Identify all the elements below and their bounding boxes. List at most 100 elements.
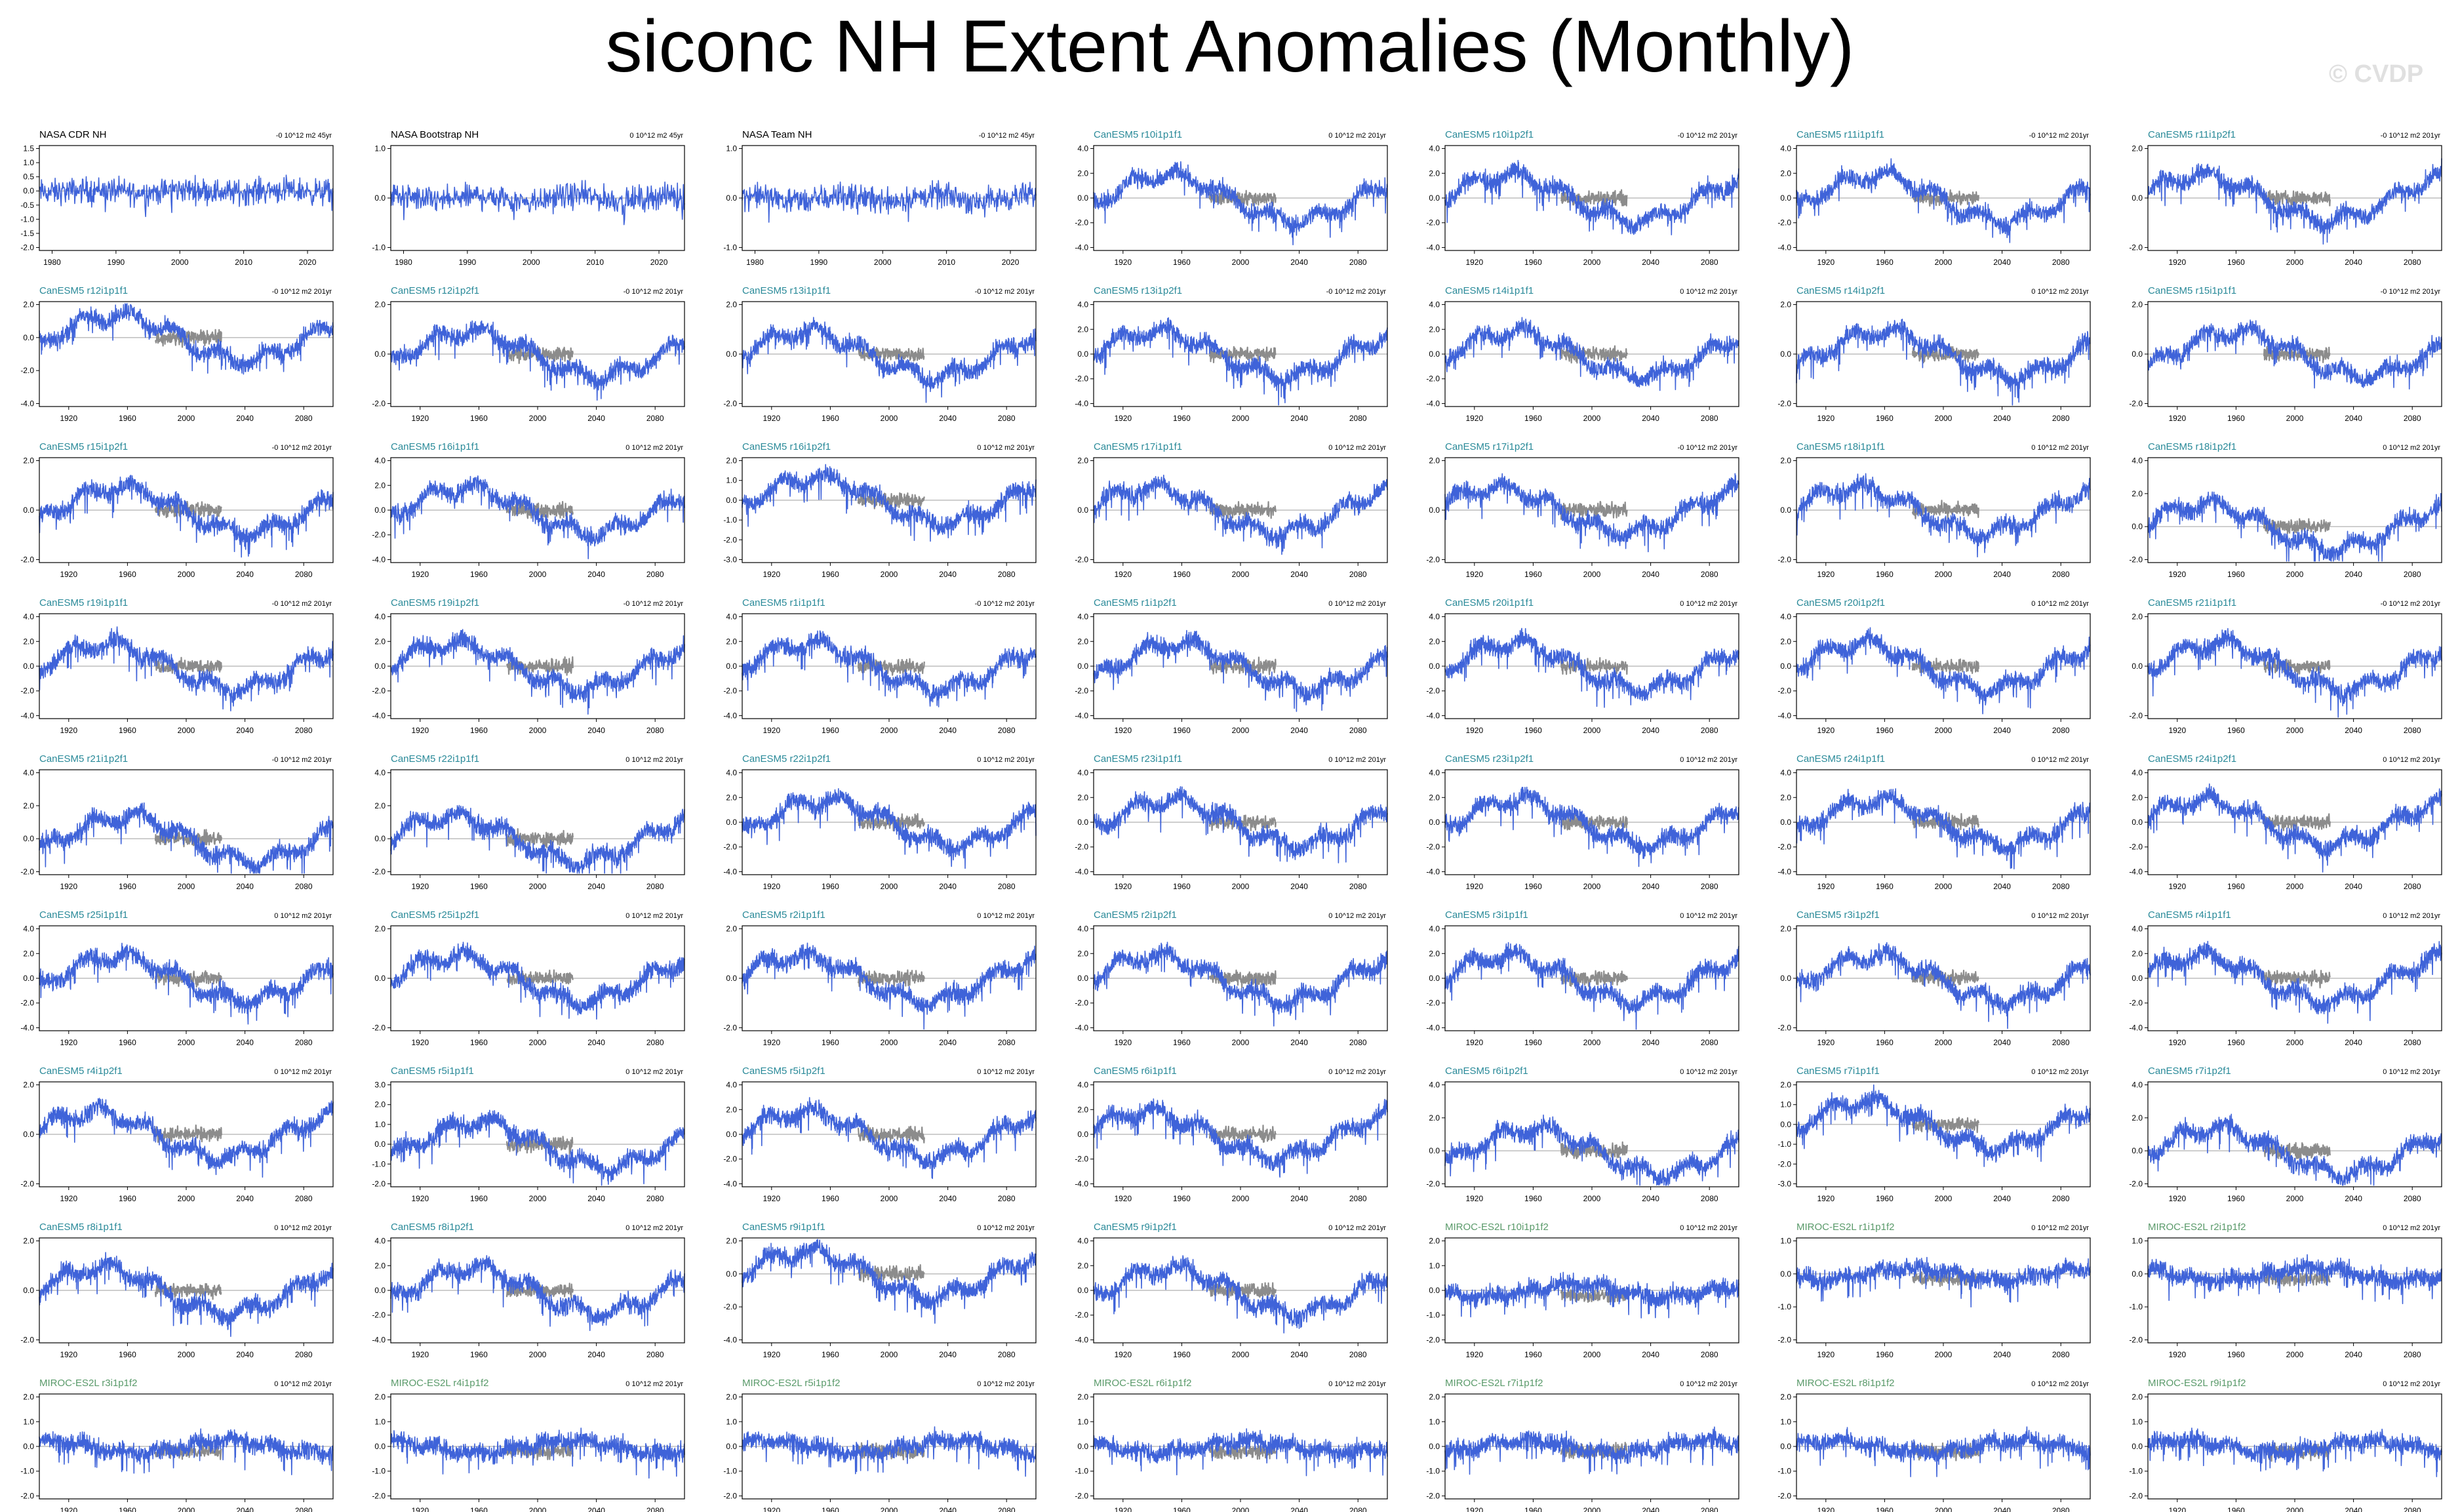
x-tick-label: 2000 — [1232, 1038, 1250, 1047]
panel-trend: 0 10^12 m2 201yr — [2383, 1224, 2440, 1232]
x-tick-label: 1960 — [1876, 1506, 1894, 1512]
x-tick-label: 2080 — [295, 882, 313, 891]
y-tick-label: -2.0 — [1075, 1155, 1088, 1164]
y-tick-label: 2.0 — [1077, 169, 1088, 178]
panel-label: CanESM5 r7i1p1f1 — [1796, 1065, 1880, 1077]
y-tick-label: -2.0 — [1426, 843, 1440, 852]
x-tick-label: 2080 — [998, 882, 1016, 891]
y-tick-label: -1.5 — [20, 229, 34, 238]
x-tick-label: 1960 — [1524, 1350, 1542, 1359]
x-tick-label: 2040 — [2345, 1194, 2362, 1203]
panel-trend: 0 10^12 m2 201yr — [2383, 1380, 2440, 1388]
y-tick-label: -4.0 — [1426, 711, 1440, 720]
x-tick-label: 1920 — [1114, 1506, 1132, 1512]
panel-trend: 0 10^12 m2 201yr — [2031, 756, 2089, 764]
y-tick-label: 0.0 — [374, 662, 386, 671]
x-tick-label: 2040 — [1290, 1038, 1308, 1047]
y-tick-label: -2.0 — [723, 843, 737, 852]
obs-overlay-line — [154, 829, 222, 848]
panel-trend: -0 10^12 m2 201yr — [272, 288, 332, 296]
x-tick-label: 2040 — [1290, 1194, 1308, 1203]
y-tick-label: 0.0 — [23, 1442, 34, 1451]
panel-trend: -0 10^12 m2 201yr — [624, 288, 684, 296]
panel-label: CanESM5 r19i1p2f1 — [391, 597, 479, 608]
panel-trend: -0 10^12 m2 201yr — [1678, 132, 1738, 140]
panel: CanESM5 r6i1p2f1 0 10^12 m2 201yr 4.0 2.0 0.… — [1426, 1065, 1739, 1203]
x-tick-label: 2040 — [1993, 258, 2011, 267]
y-tick-label: 1.0 — [23, 1417, 34, 1426]
x-tick-label: 2010 — [586, 258, 604, 267]
x-tick-label: 2040 — [1642, 1506, 1659, 1512]
x-tick-label: 1920 — [60, 882, 77, 891]
x-tick-label: 1920 — [1817, 726, 1835, 735]
x-tick-label: 2040 — [587, 1194, 605, 1203]
x-tick-label: 2000 — [881, 570, 898, 579]
y-tick-label: 2.0 — [1429, 637, 1440, 646]
y-tick-label: 0.0 — [1780, 349, 1791, 359]
obs-overlay-line — [2263, 813, 2331, 831]
y-tick-label: -2.0 — [1777, 843, 1791, 852]
y-tick-label: 1.5 — [23, 144, 34, 153]
panel: MIROC-ES2L r1i1p1f2 0 10^12 m2 201yr 1.0 0.… — [1777, 1222, 2091, 1359]
x-tick-label: 2000 — [2286, 1194, 2304, 1203]
x-tick-label: 1920 — [763, 726, 780, 735]
y-tick-label: -2.0 — [1426, 999, 1440, 1008]
y-tick-label: -2.0 — [1777, 399, 1791, 408]
panel: CanESM5 r23i1p2f1 0 10^12 m2 201yr 4.0 2.0 0… — [1426, 753, 1739, 891]
panel-trend: 0 10^12 m2 45yr — [629, 132, 683, 140]
panel-label: CanESM5 r2i1p1f1 — [742, 909, 825, 921]
x-tick-label: 1960 — [1524, 414, 1542, 423]
x-tick-label: 1920 — [1114, 882, 1132, 891]
y-tick-label: -3.0 — [723, 555, 737, 564]
y-tick-label: 0.0 — [726, 1269, 737, 1279]
x-tick-label: 2040 — [1290, 726, 1308, 735]
panel: CanESM5 r8i1p1f1 0 10^12 m2 201yr 2.0 0.0 -2… — [20, 1222, 334, 1359]
y-tick-label: 2.0 — [23, 637, 34, 646]
y-tick-label: 2.0 — [1077, 1261, 1088, 1270]
y-tick-label: -2.0 — [1777, 1023, 1791, 1032]
x-tick-label: 1960 — [1173, 258, 1191, 267]
x-tick-label: 1920 — [1817, 1038, 1835, 1047]
panel-trend: -0 10^12 m2 45yr — [979, 132, 1035, 140]
x-tick-label: 1920 — [1114, 570, 1132, 579]
y-tick-label: -2.0 — [723, 1302, 737, 1311]
obs-overlay-line — [154, 656, 222, 675]
x-tick-label: 2040 — [1993, 726, 2011, 735]
x-tick-label: 1920 — [2168, 1350, 2186, 1359]
x-tick-label: 2040 — [2345, 414, 2362, 423]
x-tick-label: 2040 — [1290, 1506, 1308, 1512]
series-line — [1093, 161, 1388, 246]
y-tick-label: 2.0 — [374, 1393, 386, 1402]
y-tick-label: 4.0 — [1429, 1081, 1440, 1090]
y-tick-label: 0.0 — [1429, 818, 1440, 827]
series-line — [1093, 1255, 1388, 1334]
y-tick-label: 1.0 — [726, 144, 737, 153]
panel-trend: 0 10^12 m2 201yr — [274, 1068, 332, 1076]
series-line — [1444, 942, 1739, 1030]
panel: CanESM5 r25i1p2f1 0 10^12 m2 201yr 2.0 0.0 -… — [372, 909, 685, 1047]
y-tick-label: 2.0 — [374, 637, 386, 646]
x-tick-label: 2080 — [295, 414, 313, 423]
panel-trend: 0 10^12 m2 201yr — [2031, 1068, 2089, 1076]
x-tick-label: 2080 — [2052, 1194, 2070, 1203]
y-tick-label: 2.0 — [374, 1261, 386, 1270]
x-tick-label: 1920 — [1114, 258, 1132, 267]
y-tick-label: -4.0 — [723, 1335, 737, 1344]
x-tick-label: 1920 — [1465, 1350, 1483, 1359]
y-tick-label: 0.0 — [23, 1286, 34, 1295]
panel: NASA Team NH -0 10^12 m2 45yr 1.0 0.0 -1.0 19… — [723, 129, 1037, 267]
y-tick-label: -4.0 — [1075, 1023, 1088, 1032]
x-tick-label: 2000 — [1232, 1506, 1250, 1512]
panel: CanESM5 r22i1p1f1 0 10^12 m2 201yr 4.0 2.0 0… — [372, 753, 685, 891]
y-tick-label: 4.0 — [1077, 300, 1088, 309]
x-tick-label: 2000 — [171, 258, 189, 267]
y-tick-label: -2.0 — [1075, 999, 1088, 1008]
y-tick-label: 0.0 — [1077, 662, 1088, 671]
y-tick-label: 2.0 — [23, 456, 34, 466]
y-tick-label: 0.0 — [1780, 1442, 1791, 1451]
x-tick-label: 2080 — [646, 1194, 664, 1203]
y-tick-label: 2.0 — [2132, 489, 2143, 498]
y-tick-label: -2.0 — [1075, 843, 1088, 852]
y-tick-label: 0.0 — [1077, 506, 1088, 515]
y-tick-label: 2.0 — [1429, 1113, 1440, 1123]
